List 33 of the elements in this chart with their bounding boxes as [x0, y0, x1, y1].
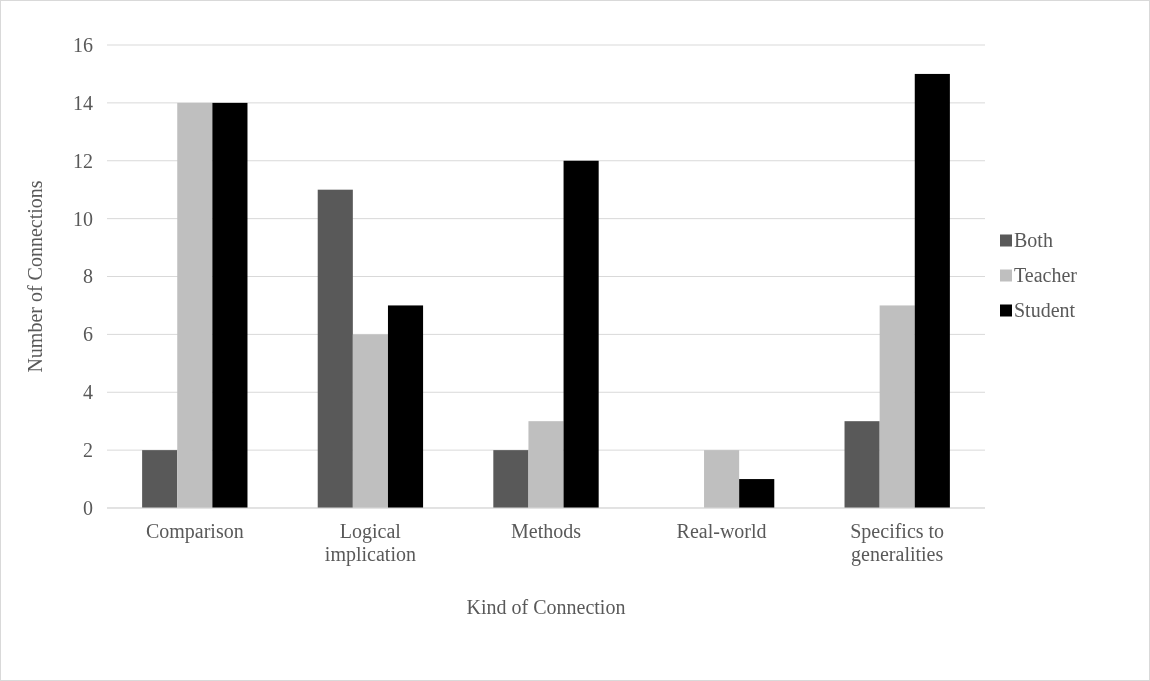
legend-label: Student	[1014, 298, 1076, 321]
bar	[739, 479, 775, 508]
bar	[142, 450, 178, 508]
legend-label: Both	[1014, 228, 1053, 251]
bar	[177, 102, 213, 508]
bar	[387, 305, 424, 508]
x-tick-label: Comparison	[145, 520, 244, 543]
y-tick-label: 6	[83, 323, 93, 346]
y-tick-label: 12	[73, 149, 93, 172]
y-tick-label: 0	[83, 496, 93, 519]
bar	[317, 189, 353, 508]
x-axis-title: Kind of Connection	[466, 596, 626, 618]
y-tick-label: 14	[73, 91, 93, 114]
bar	[914, 73, 950, 508]
bar	[493, 450, 529, 508]
bar	[212, 102, 248, 508]
bar	[844, 421, 880, 508]
x-tick-label: Specifics to generalities	[850, 520, 945, 566]
y-tick-label: 2	[83, 439, 93, 462]
y-tick-label: 4	[83, 381, 93, 404]
y-axis-title: Number of Connections	[24, 180, 46, 373]
bar	[563, 160, 599, 508]
legend-label: Teacher	[1014, 263, 1078, 286]
x-tick-label: Real-world	[676, 520, 767, 542]
x-tick-label: Methods	[511, 520, 582, 542]
bar	[528, 421, 564, 508]
y-tick-label: 10	[73, 207, 93, 230]
y-tick-label: 8	[83, 265, 93, 288]
bar	[704, 450, 740, 508]
bar	[879, 305, 915, 508]
bar	[352, 334, 388, 508]
y-tick-label: 16	[73, 33, 93, 56]
x-tick-label: Logical implication	[324, 520, 416, 566]
